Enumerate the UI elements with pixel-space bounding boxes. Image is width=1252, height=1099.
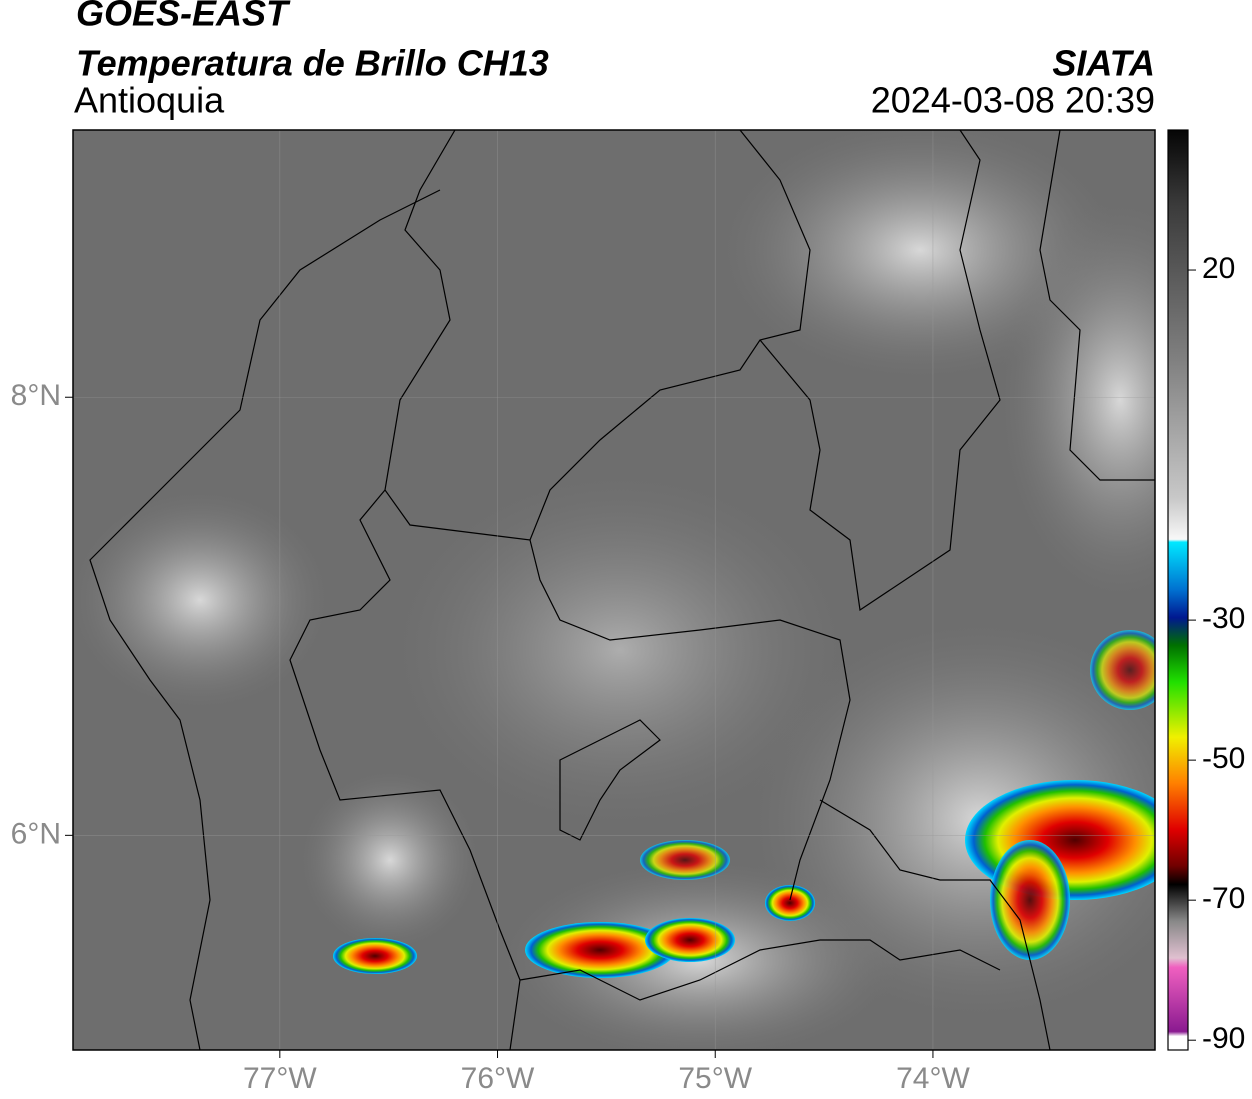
x-tick-label: 76°W <box>461 1062 535 1095</box>
y-tick-label: 8°N <box>11 379 61 412</box>
region: Antioquia <box>74 80 225 121</box>
map-frame <box>72 129 1156 1051</box>
source: SIATA <box>1052 43 1155 84</box>
datetime: 2024-03-08 20:39 <box>871 80 1155 121</box>
colorbar-tick-label: -70 <box>1202 882 1245 915</box>
x-tick-label: 77°W <box>243 1062 317 1095</box>
colorbar-tick-label: -50 <box>1202 742 1245 775</box>
map-grid <box>73 130 1155 1050</box>
x-tick-label: 75°W <box>678 1062 752 1095</box>
map-image <box>73 130 1155 1050</box>
colorbar-tick-label: -90 <box>1202 1022 1245 1055</box>
title: GOES-EAST <box>76 0 291 34</box>
colorbar-tick-label: -30 <box>1202 602 1245 635</box>
y-tick-label: 6°N <box>11 817 61 850</box>
subtitle: Temperatura de Brillo CH13 <box>76 43 549 84</box>
x-tick-label: 74°W <box>896 1062 970 1095</box>
colorbar <box>1167 129 1189 1051</box>
colorbar-tick-label: 20 <box>1202 252 1235 285</box>
